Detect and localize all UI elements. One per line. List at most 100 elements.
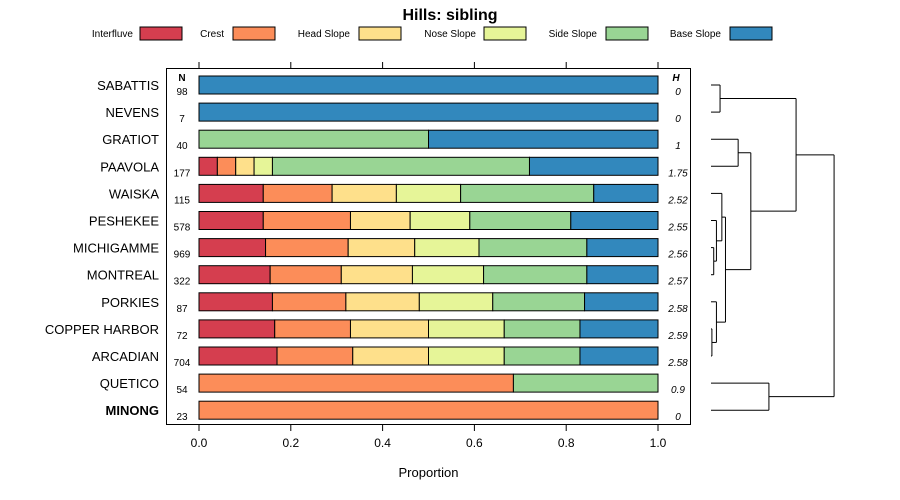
x-tick-label-1: 0.2 bbox=[282, 436, 299, 450]
h-header: H bbox=[672, 73, 680, 84]
bar-waiska-head-slope bbox=[331, 183, 397, 203]
n-value-nevens: 7 bbox=[179, 114, 185, 125]
legend-label-interfluve: Interfluve bbox=[92, 29, 134, 40]
n-value-paavola: 177 bbox=[174, 168, 191, 179]
bar-montreal-side-slope bbox=[483, 265, 588, 285]
bar-copper-harbor-nose-slope bbox=[428, 319, 505, 339]
x-tick-label-2: 0.4 bbox=[374, 436, 391, 450]
bar-copper-harbor-head-slope bbox=[349, 319, 429, 339]
chart-title: Hills: sibling bbox=[402, 7, 497, 24]
bar-michigamme-crest bbox=[265, 238, 349, 258]
bar-minong-crest bbox=[198, 400, 659, 420]
bar-gratiot-side-slope bbox=[198, 129, 429, 149]
h-value-minong: 0 bbox=[675, 412, 681, 423]
legend-swatch-side-slope bbox=[605, 26, 649, 41]
plot-border bbox=[166, 68, 691, 425]
h-value-quetico: 0.9 bbox=[671, 385, 685, 396]
x-axis-title: Proportion bbox=[399, 465, 459, 480]
bar-peshekee-side-slope bbox=[469, 211, 572, 230]
x-axis: 0.0 0.2 0.4 0.6 0.8 1.0 bbox=[191, 424, 667, 450]
bar-michigamme-head-slope bbox=[347, 238, 416, 258]
bar-porkies-side-slope bbox=[492, 292, 586, 312]
bar-copper-harbor-interfluve bbox=[198, 319, 276, 339]
bar-paavola-crest bbox=[216, 156, 237, 176]
h-value-paavola: 1.75 bbox=[668, 168, 688, 179]
legend-label-nose-slope: Nose Slope bbox=[424, 29, 476, 40]
h-value-sabattis: 0 bbox=[675, 87, 681, 98]
legend-swatch-interfluve bbox=[139, 26, 183, 41]
bar-copper-harbor-base-slope bbox=[579, 319, 659, 339]
bar-waiska-side-slope bbox=[460, 183, 595, 203]
bar-porkies-crest bbox=[271, 292, 347, 312]
bar-peshekee-nose-slope bbox=[409, 211, 471, 230]
h-value-michigamme: 2.56 bbox=[667, 250, 688, 261]
dendrogram bbox=[711, 84, 835, 411]
row-label-paavola: PAAVOLA bbox=[100, 159, 159, 174]
bar-montreal-head-slope bbox=[340, 265, 413, 285]
x-tick-label-5: 1.0 bbox=[650, 436, 667, 450]
row-label-waiska: WAISKA bbox=[109, 186, 159, 201]
n-value-michigamme: 969 bbox=[174, 250, 191, 261]
bar-gratiot-base-slope bbox=[428, 129, 659, 149]
h-value-copper-harbor: 2.59 bbox=[667, 331, 688, 342]
bar-porkies-interfluve bbox=[198, 292, 273, 312]
h-value-waiska: 2.52 bbox=[667, 195, 688, 206]
bar-michigamme-base-slope bbox=[586, 238, 659, 258]
bars bbox=[198, 75, 659, 420]
n-values: N 98 7 40 177 115 578 969 322 87 72 704 54 23 bbox=[174, 73, 191, 423]
row-label-porkies: PORKIES bbox=[101, 295, 159, 310]
bar-michigamme-interfluve bbox=[198, 238, 267, 258]
bar-peshekee-head-slope bbox=[349, 211, 411, 230]
legend-label-side-slope: Side Slope bbox=[549, 29, 598, 40]
h-values: H 0 0 1 1.75 2.52 2.55 2.56 2.57 2.58 2.59 2.58 0.9… bbox=[667, 73, 688, 423]
bar-porkies-nose-slope bbox=[418, 292, 494, 312]
h-value-nevens: 0 bbox=[675, 114, 681, 125]
legend-swatch-crest bbox=[232, 26, 276, 41]
legend-label-head-slope: Head Slope bbox=[298, 29, 351, 40]
bar-copper-harbor-crest bbox=[274, 319, 351, 339]
row-label-gratiot: GRATIOT bbox=[102, 132, 159, 147]
n-header: N bbox=[178, 73, 185, 84]
h-value-peshekee: 2.55 bbox=[667, 223, 688, 234]
bar-arcadian-base-slope bbox=[579, 346, 659, 366]
n-value-waiska: 115 bbox=[174, 195, 190, 206]
bar-peshekee-crest bbox=[262, 211, 351, 230]
row-label-montreal: MONTREAL bbox=[87, 268, 159, 283]
bar-porkies-head-slope bbox=[345, 292, 420, 312]
bar-waiska-crest bbox=[262, 183, 333, 203]
bar-quetico-side-slope bbox=[512, 373, 659, 393]
legend-swatch-nose-slope bbox=[483, 26, 527, 41]
bar-montreal-interfluve bbox=[198, 265, 271, 285]
bar-arcadian-crest bbox=[276, 346, 354, 366]
row-label-minong: MINONG bbox=[106, 403, 159, 418]
bar-paavola-nose-slope bbox=[253, 156, 273, 176]
row-label-michigamme: MICHIGAMME bbox=[73, 241, 159, 256]
bar-waiska-nose-slope bbox=[395, 183, 462, 203]
bar-montreal-crest bbox=[269, 265, 342, 285]
legend: Interfluve Crest Head Slope Nose Slope Side … bbox=[92, 26, 773, 41]
bar-peshekee-interfluve bbox=[198, 211, 264, 230]
row-label-quetico: QUETICO bbox=[100, 376, 159, 391]
bar-arcadian-head-slope bbox=[352, 346, 430, 366]
row-label-peshekee: PESHEKEE bbox=[89, 214, 159, 229]
h-value-gratiot: 1 bbox=[675, 141, 681, 152]
bar-montreal-base-slope bbox=[586, 265, 659, 285]
legend-label-crest: Crest bbox=[200, 29, 224, 40]
bar-montreal-nose-slope bbox=[411, 265, 485, 285]
bar-peshekee-base-slope bbox=[570, 211, 659, 230]
bar-nevens-base-slope bbox=[198, 102, 659, 122]
bar-waiska-interfluve bbox=[198, 183, 264, 203]
n-value-gratiot: 40 bbox=[176, 141, 188, 152]
n-value-montreal: 322 bbox=[174, 277, 191, 288]
bar-paavola-base-slope bbox=[528, 156, 659, 176]
plot-frame bbox=[166, 62, 691, 425]
legend-swatch-base-slope bbox=[729, 26, 773, 41]
bar-paavola-side-slope bbox=[271, 156, 530, 176]
n-value-porkies: 87 bbox=[176, 304, 188, 315]
n-value-copper-harbor: 72 bbox=[176, 331, 188, 342]
n-value-minong: 23 bbox=[176, 412, 188, 423]
bar-arcadian-nose-slope bbox=[428, 346, 505, 366]
h-value-porkies: 2.58 bbox=[667, 304, 688, 315]
h-value-arcadian: 2.58 bbox=[667, 358, 688, 369]
legend-label-base-slope: Base Slope bbox=[670, 29, 722, 40]
